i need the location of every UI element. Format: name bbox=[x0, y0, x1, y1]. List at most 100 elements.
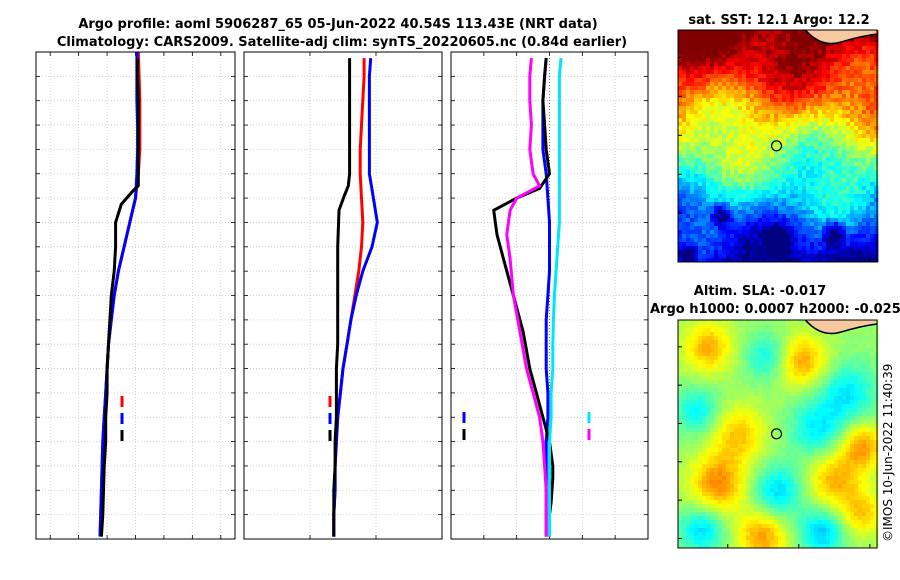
map-cell bbox=[794, 42, 799, 47]
map-cell bbox=[718, 110, 723, 115]
map-cell bbox=[846, 340, 851, 345]
map-cell bbox=[782, 102, 787, 107]
map-cell bbox=[686, 186, 691, 191]
map-cell bbox=[722, 324, 727, 329]
map-cell bbox=[782, 50, 787, 55]
map-cell bbox=[686, 324, 691, 329]
map-cell bbox=[730, 42, 735, 47]
map-cell bbox=[870, 340, 875, 345]
map-cell bbox=[770, 30, 775, 35]
map-cell bbox=[738, 420, 743, 425]
map-cell bbox=[734, 174, 739, 179]
plot-frame bbox=[450, 51, 649, 540]
map-cell bbox=[710, 126, 715, 131]
map-cell bbox=[762, 86, 767, 91]
map-cell bbox=[694, 150, 699, 155]
map-cell bbox=[718, 170, 723, 175]
map-cell bbox=[842, 364, 847, 369]
map-cell bbox=[862, 86, 867, 91]
map-cell bbox=[678, 198, 683, 203]
map-cell bbox=[790, 380, 795, 385]
map-cell bbox=[742, 202, 747, 207]
map-cell bbox=[786, 230, 791, 235]
map-cell bbox=[678, 202, 683, 207]
map-cell bbox=[770, 230, 775, 235]
map-cell bbox=[830, 376, 835, 381]
map-cell bbox=[746, 174, 751, 179]
map-cell bbox=[718, 34, 723, 39]
map-cell bbox=[686, 94, 691, 99]
map-cell bbox=[682, 448, 687, 453]
map-cell bbox=[702, 340, 707, 345]
map-cell bbox=[690, 154, 695, 159]
map-cell bbox=[726, 58, 731, 63]
map-cell bbox=[822, 166, 827, 171]
map-cell bbox=[734, 250, 739, 255]
map-cell bbox=[730, 30, 735, 35]
map-cell bbox=[774, 324, 779, 329]
map-cell bbox=[842, 336, 847, 341]
map-cell bbox=[730, 194, 735, 199]
map-cell bbox=[862, 352, 867, 357]
map-cell bbox=[742, 154, 747, 159]
map-cell bbox=[682, 356, 687, 361]
map-cell bbox=[714, 190, 719, 195]
map-cell bbox=[814, 210, 819, 215]
map-cell bbox=[754, 46, 759, 51]
map-cell bbox=[786, 138, 791, 143]
map-cell bbox=[806, 126, 811, 131]
map-cell bbox=[782, 424, 787, 429]
map-cell bbox=[738, 62, 743, 67]
map-cell bbox=[802, 412, 807, 417]
map-cell bbox=[726, 448, 731, 453]
map-cell bbox=[690, 246, 695, 251]
map-cell bbox=[870, 376, 875, 381]
map-cell bbox=[710, 258, 715, 263]
map-cell bbox=[866, 146, 871, 151]
map-cell bbox=[842, 158, 847, 163]
map-cell bbox=[774, 126, 779, 131]
map-cell bbox=[742, 384, 747, 389]
map-cell bbox=[734, 154, 739, 159]
map-cell bbox=[774, 154, 779, 159]
map-cell bbox=[750, 452, 755, 457]
map-cell bbox=[682, 348, 687, 353]
map-cell bbox=[738, 70, 743, 75]
map-cell bbox=[754, 182, 759, 187]
map-cell bbox=[838, 428, 843, 433]
map-cell bbox=[698, 336, 703, 341]
map-cell bbox=[734, 82, 739, 87]
map-cell bbox=[806, 54, 811, 59]
map-cell bbox=[778, 218, 783, 223]
map-cell bbox=[850, 182, 855, 187]
map-cell bbox=[694, 30, 699, 35]
map-cell bbox=[874, 372, 879, 377]
map-cell bbox=[702, 166, 707, 171]
map-cell bbox=[690, 194, 695, 199]
map-cell bbox=[682, 162, 687, 167]
map-cell bbox=[734, 452, 739, 457]
map-cell bbox=[762, 368, 767, 373]
map-cell bbox=[834, 58, 839, 63]
map-cell bbox=[858, 66, 863, 71]
map-cell bbox=[794, 214, 799, 219]
map-cell bbox=[750, 122, 755, 127]
map-cell bbox=[766, 214, 771, 219]
map-cell bbox=[706, 134, 711, 139]
map-cell bbox=[870, 158, 875, 163]
map-cell bbox=[822, 340, 827, 345]
map-cell bbox=[834, 440, 839, 445]
map-cell bbox=[802, 210, 807, 215]
map-cell bbox=[714, 234, 719, 239]
map-cell bbox=[778, 444, 783, 449]
map-cell bbox=[854, 150, 859, 155]
map-cell bbox=[774, 34, 779, 39]
map-cell bbox=[690, 42, 695, 47]
map-cell bbox=[698, 432, 703, 437]
map-cell bbox=[862, 142, 867, 147]
map-cell bbox=[842, 206, 847, 211]
map-cell bbox=[698, 110, 703, 115]
map-cell bbox=[762, 58, 767, 63]
map-cell bbox=[810, 130, 815, 135]
map-cell bbox=[818, 46, 823, 51]
